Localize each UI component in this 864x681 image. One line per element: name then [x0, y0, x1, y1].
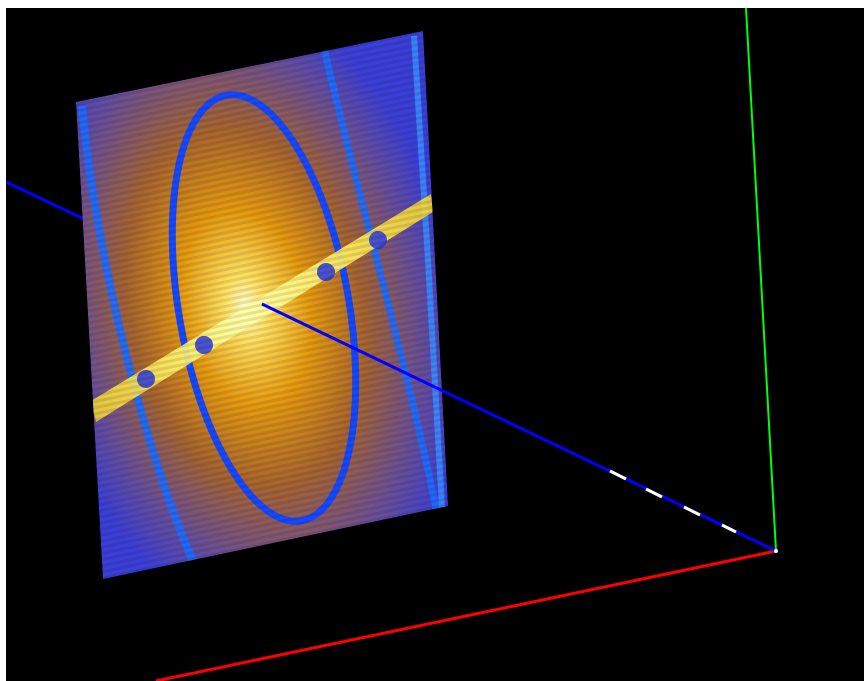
origin-point [774, 549, 778, 553]
3d-viewport[interactable] [6, 8, 864, 681]
z-axis-line-back [6, 180, 87, 222]
z-axis-dashes [609, 469, 737, 534]
y-axis-line [745, 8, 777, 552]
x-axis-line [155, 549, 777, 681]
3d-scene-canvas[interactable] [6, 8, 864, 681]
